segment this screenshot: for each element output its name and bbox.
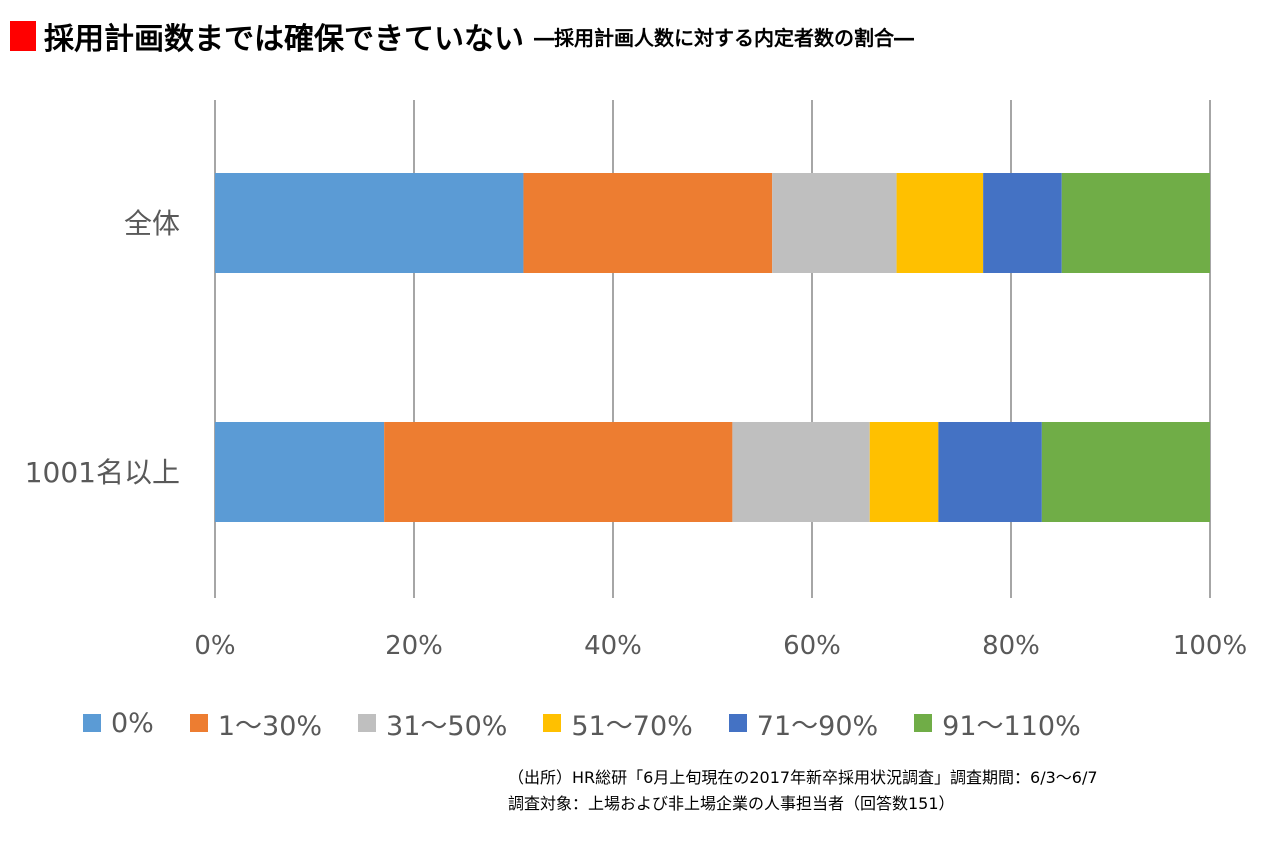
- legend-item: 0%: [83, 708, 154, 739]
- legend-label: 0%: [111, 707, 154, 739]
- title-marker-square: [10, 21, 36, 51]
- bar-segment: [869, 422, 939, 522]
- legend-label: 1～30%: [217, 710, 323, 742]
- category-label: 1001名以上: [25, 456, 180, 489]
- legend-label: 31～50%: [386, 710, 508, 742]
- source-note: （出所）HR総研「6月上旬現在の2017年新卒採用状況調査」調査期間：6/3～6…: [508, 768, 1098, 787]
- legend-swatch: [914, 714, 933, 732]
- bar-segment: [215, 173, 524, 273]
- bar-segment: [523, 173, 773, 273]
- legend-label: 71～90%: [756, 710, 879, 742]
- legend-swatch: [189, 714, 208, 732]
- legend-swatch: [543, 714, 562, 732]
- legend-swatch: [358, 714, 377, 732]
- stacked-bar-chart: 0% 20% 40% 60% 80% 100% 全体 1001名以上: [25, 100, 1247, 661]
- chart-subtitle: ―採用計画人数に対する内定者数の割合―: [534, 25, 914, 50]
- bar-segment: [1041, 422, 1210, 522]
- x-tick-label: 100%: [1173, 631, 1247, 661]
- category-label: 全体: [124, 207, 180, 240]
- legend-label: 51～70%: [571, 710, 693, 742]
- legend-swatch: [83, 714, 101, 732]
- bar-segment: [1061, 173, 1210, 273]
- chart-title: 採用計画数までは確保できていない: [44, 22, 524, 57]
- bar-segment: [772, 173, 897, 273]
- bar-segment: [215, 422, 385, 522]
- chart-title-row: 採用計画数までは確保できていない ―採用計画人数に対する内定者数の割合―: [10, 14, 914, 58]
- bar-segment: [732, 422, 870, 522]
- x-tick-label: 80%: [982, 631, 1040, 661]
- legend-label: 91～110%: [942, 710, 1081, 742]
- x-tick-label: 0%: [194, 631, 235, 661]
- bar-segment: [384, 422, 733, 522]
- x-tick-label: 20%: [385, 631, 443, 661]
- x-tick-label: 40%: [584, 631, 642, 661]
- legend-item: 31～50%: [358, 704, 507, 743]
- survey-target-note: 調査対象：上場および非上場企業の人事担当者（回答数151）: [508, 794, 955, 813]
- bar-segment: [938, 422, 1042, 522]
- legend-item: 91～110%: [914, 704, 1081, 743]
- legend-item: 1～30%: [189, 704, 323, 743]
- chart-legend: 0% 1～30% 31～50% 51～70% 71～90% 91～110%: [83, 704, 1117, 743]
- legend-item: 51～70%: [543, 704, 693, 743]
- legend-swatch: [728, 714, 747, 732]
- x-tick-label: 60%: [783, 631, 841, 661]
- legend-item: 71～90%: [728, 704, 879, 743]
- bar-segment: [896, 173, 984, 273]
- bar-segment: [983, 173, 1062, 273]
